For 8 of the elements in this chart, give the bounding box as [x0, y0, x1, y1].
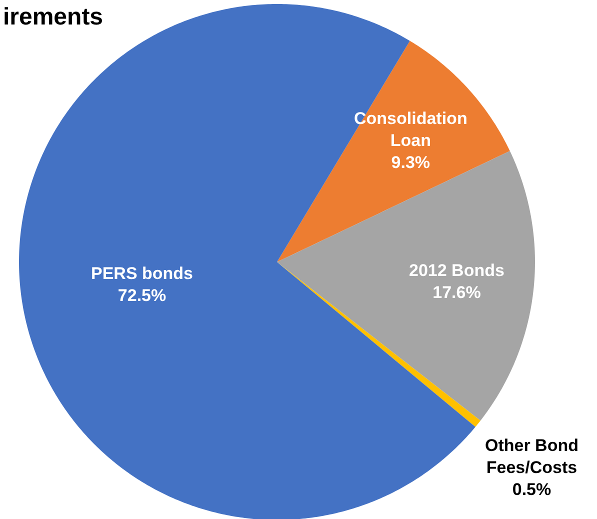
data-label: 0.5% [512, 480, 552, 500]
data-label: 9.3% [391, 153, 430, 172]
chart-title: irements [2, 4, 104, 31]
slice-label: 2012 Bonds [409, 261, 504, 280]
slice-label: PERS bonds [91, 264, 194, 283]
slice-label: Other Bond Fees/Costs [485, 436, 578, 478]
data-label: 72.5% [118, 286, 166, 306]
data-label: 17.6% [432, 283, 481, 302]
